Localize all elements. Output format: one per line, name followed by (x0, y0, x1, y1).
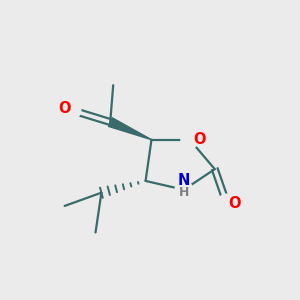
Text: N: N (178, 173, 190, 188)
Polygon shape (108, 118, 152, 140)
Text: O: O (228, 196, 241, 211)
Circle shape (175, 181, 193, 199)
Text: O: O (58, 101, 70, 116)
Circle shape (181, 131, 199, 148)
Text: H: H (179, 187, 189, 200)
Circle shape (218, 194, 236, 212)
Circle shape (63, 101, 81, 119)
Text: O: O (194, 132, 206, 147)
